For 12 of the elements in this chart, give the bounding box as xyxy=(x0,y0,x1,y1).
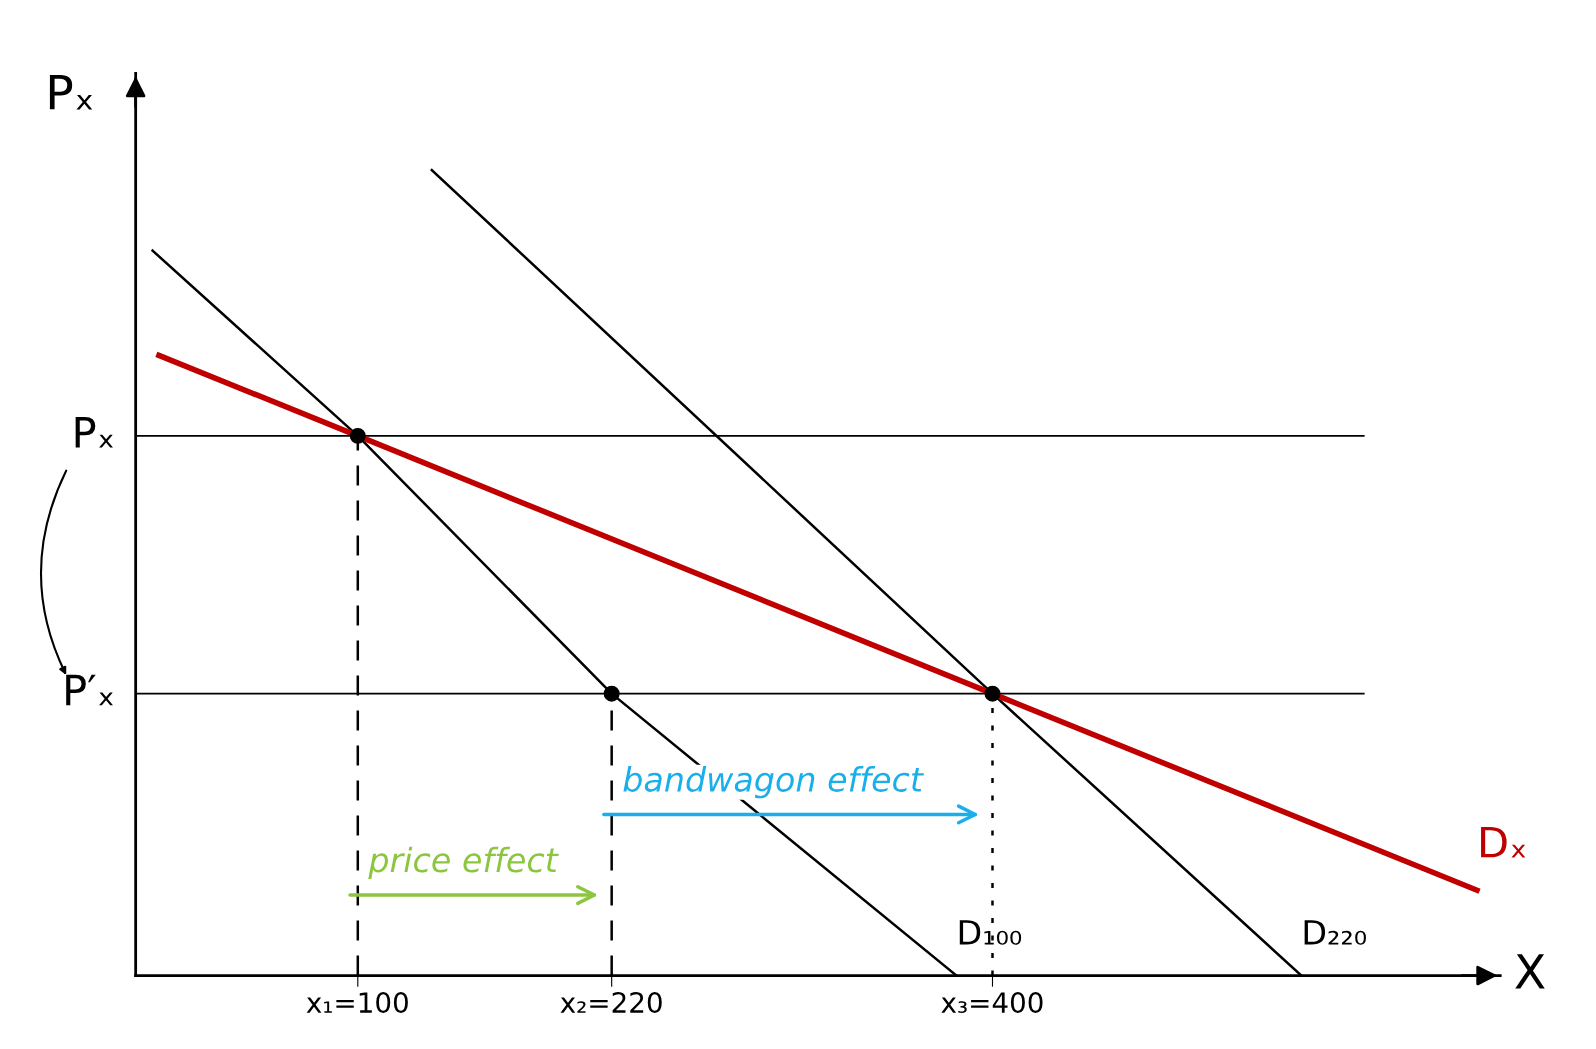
x-tick-label: x₁=100 xyxy=(306,992,408,1014)
x-axis-title: X xyxy=(1515,954,1545,989)
ref-line-label: Pₓ xyxy=(75,417,113,448)
x-tick-label: x₃=400 xyxy=(941,992,1043,1014)
series-label: D₂₂₀ xyxy=(1304,920,1366,945)
annotation: price effect xyxy=(368,846,559,879)
ref-line-label: P′ₓ xyxy=(66,674,113,706)
series-label: Dₓ xyxy=(1481,826,1526,858)
x-tick-label: x₂=220 xyxy=(560,992,662,1014)
annotation: bandwagon effect xyxy=(623,766,924,799)
y-axis-title: Pₓ xyxy=(49,74,93,110)
series-label: D₁₀₀ xyxy=(959,920,1022,945)
